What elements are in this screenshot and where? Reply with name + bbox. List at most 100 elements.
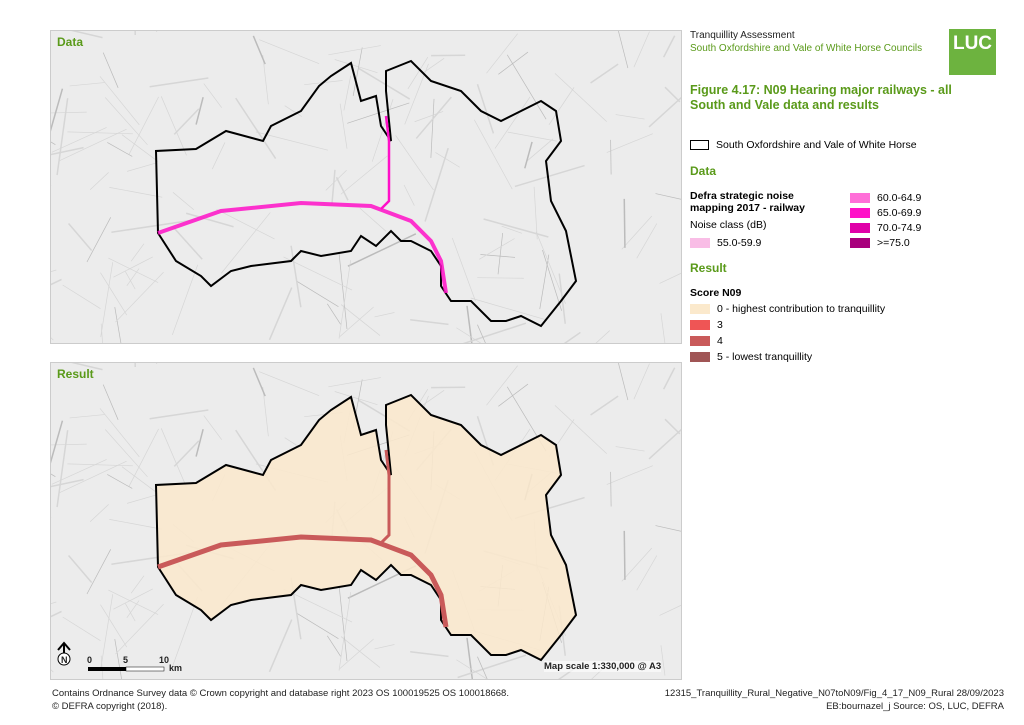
road-line <box>606 465 653 485</box>
road-line <box>347 233 417 267</box>
noise-label: 70.0-74.9 <box>877 222 922 234</box>
road-line <box>655 525 681 532</box>
road-line <box>160 96 187 156</box>
road-line <box>554 405 607 454</box>
score-label: 3 <box>717 319 723 331</box>
road-line <box>114 307 122 343</box>
header-line1: Tranquillity Assessment <box>690 30 795 41</box>
road-line <box>615 446 645 452</box>
road-line <box>51 111 87 114</box>
road-line <box>195 97 204 125</box>
road-line <box>451 237 476 302</box>
road-line <box>563 331 581 343</box>
road-line <box>648 428 681 460</box>
road-line <box>590 63 619 84</box>
road-line <box>102 52 119 88</box>
footer-source: EB:bournazel_j Source: OS, LUC, DEFRA <box>826 701 1004 712</box>
road-line <box>172 264 199 335</box>
road-line <box>590 395 619 416</box>
noise-class-item: 70.0-74.9 <box>850 222 921 234</box>
score-item: 5 - lowest tranquillity <box>690 351 812 363</box>
road-line <box>486 365 518 406</box>
data-subtitle: Noise class (dB) <box>690 219 767 231</box>
road-line <box>99 76 140 126</box>
road-line <box>252 35 266 65</box>
road-line <box>621 215 653 250</box>
road-line <box>414 111 444 123</box>
road-line <box>595 330 610 343</box>
road-line <box>662 367 676 390</box>
road-line <box>343 75 352 111</box>
score-item: 4 <box>690 335 723 347</box>
road-line <box>71 31 103 39</box>
road-line <box>185 212 234 228</box>
road-line <box>664 418 681 435</box>
noise-swatch <box>850 193 870 204</box>
road-line <box>71 363 103 371</box>
road-line <box>109 519 163 530</box>
road-line <box>662 35 676 58</box>
road-line <box>126 162 158 172</box>
road-line <box>297 281 339 307</box>
map-scale: Map scale 1:330,000 @ A3 <box>544 661 662 672</box>
road-line <box>477 324 486 343</box>
road-line <box>535 231 566 304</box>
score-swatch <box>690 336 710 347</box>
road-line <box>113 256 153 278</box>
road-line <box>618 363 629 401</box>
road-line <box>104 97 148 146</box>
road-line <box>514 164 585 188</box>
road-line <box>659 604 681 616</box>
road-line <box>327 303 341 325</box>
noise-swatch <box>850 223 870 234</box>
road-line <box>636 223 658 259</box>
road-line <box>462 322 527 343</box>
road-line <box>68 222 93 251</box>
road-line <box>195 429 204 457</box>
noise-label: 65.0-69.9 <box>877 207 922 219</box>
road-line <box>149 77 209 88</box>
road-line <box>435 152 460 168</box>
road-line <box>621 547 653 582</box>
road-line <box>660 645 666 676</box>
road-line <box>173 108 200 135</box>
legend-boundary: South Oxfordshire and Vale of White Hors… <box>690 139 917 151</box>
noise-class-item: 55.0-59.9 <box>690 237 761 249</box>
road-line <box>473 119 513 190</box>
road-line <box>404 63 429 125</box>
road-line <box>259 371 320 396</box>
road-line <box>415 96 452 139</box>
road-line <box>130 243 145 262</box>
road-line <box>338 592 352 671</box>
road-line <box>126 600 140 618</box>
road-line <box>252 367 266 397</box>
road-line <box>334 391 378 406</box>
noise-class-item: 60.0-64.9 <box>850 192 921 204</box>
score-swatch <box>690 304 710 315</box>
road-line <box>623 530 626 580</box>
road-line <box>51 610 62 618</box>
score-label: 0 - highest contribution to tranquillity <box>717 303 886 315</box>
data-heading: Data <box>690 164 717 178</box>
figure-title: Figure 4.17: N09 Hearing major railways … <box>690 83 952 112</box>
road-line <box>59 460 127 494</box>
road-line <box>69 82 105 87</box>
scale-0: 0 <box>87 655 93 665</box>
road-line <box>615 114 645 120</box>
road-line <box>62 284 101 310</box>
road-line <box>51 601 57 605</box>
road-line <box>359 207 387 232</box>
road-line <box>108 589 159 615</box>
road-line <box>339 103 348 149</box>
road-line <box>51 146 84 156</box>
road-line <box>125 271 136 290</box>
road-line <box>262 54 269 105</box>
road-line <box>149 409 209 420</box>
data-title: Defra strategic noise mapping 2017 - rai… <box>690 190 805 214</box>
road-line <box>494 96 531 149</box>
scalebar-white <box>125 666 165 672</box>
road-line <box>172 226 203 260</box>
road-line <box>130 575 145 594</box>
road-line <box>235 97 277 160</box>
road-line <box>297 613 339 639</box>
